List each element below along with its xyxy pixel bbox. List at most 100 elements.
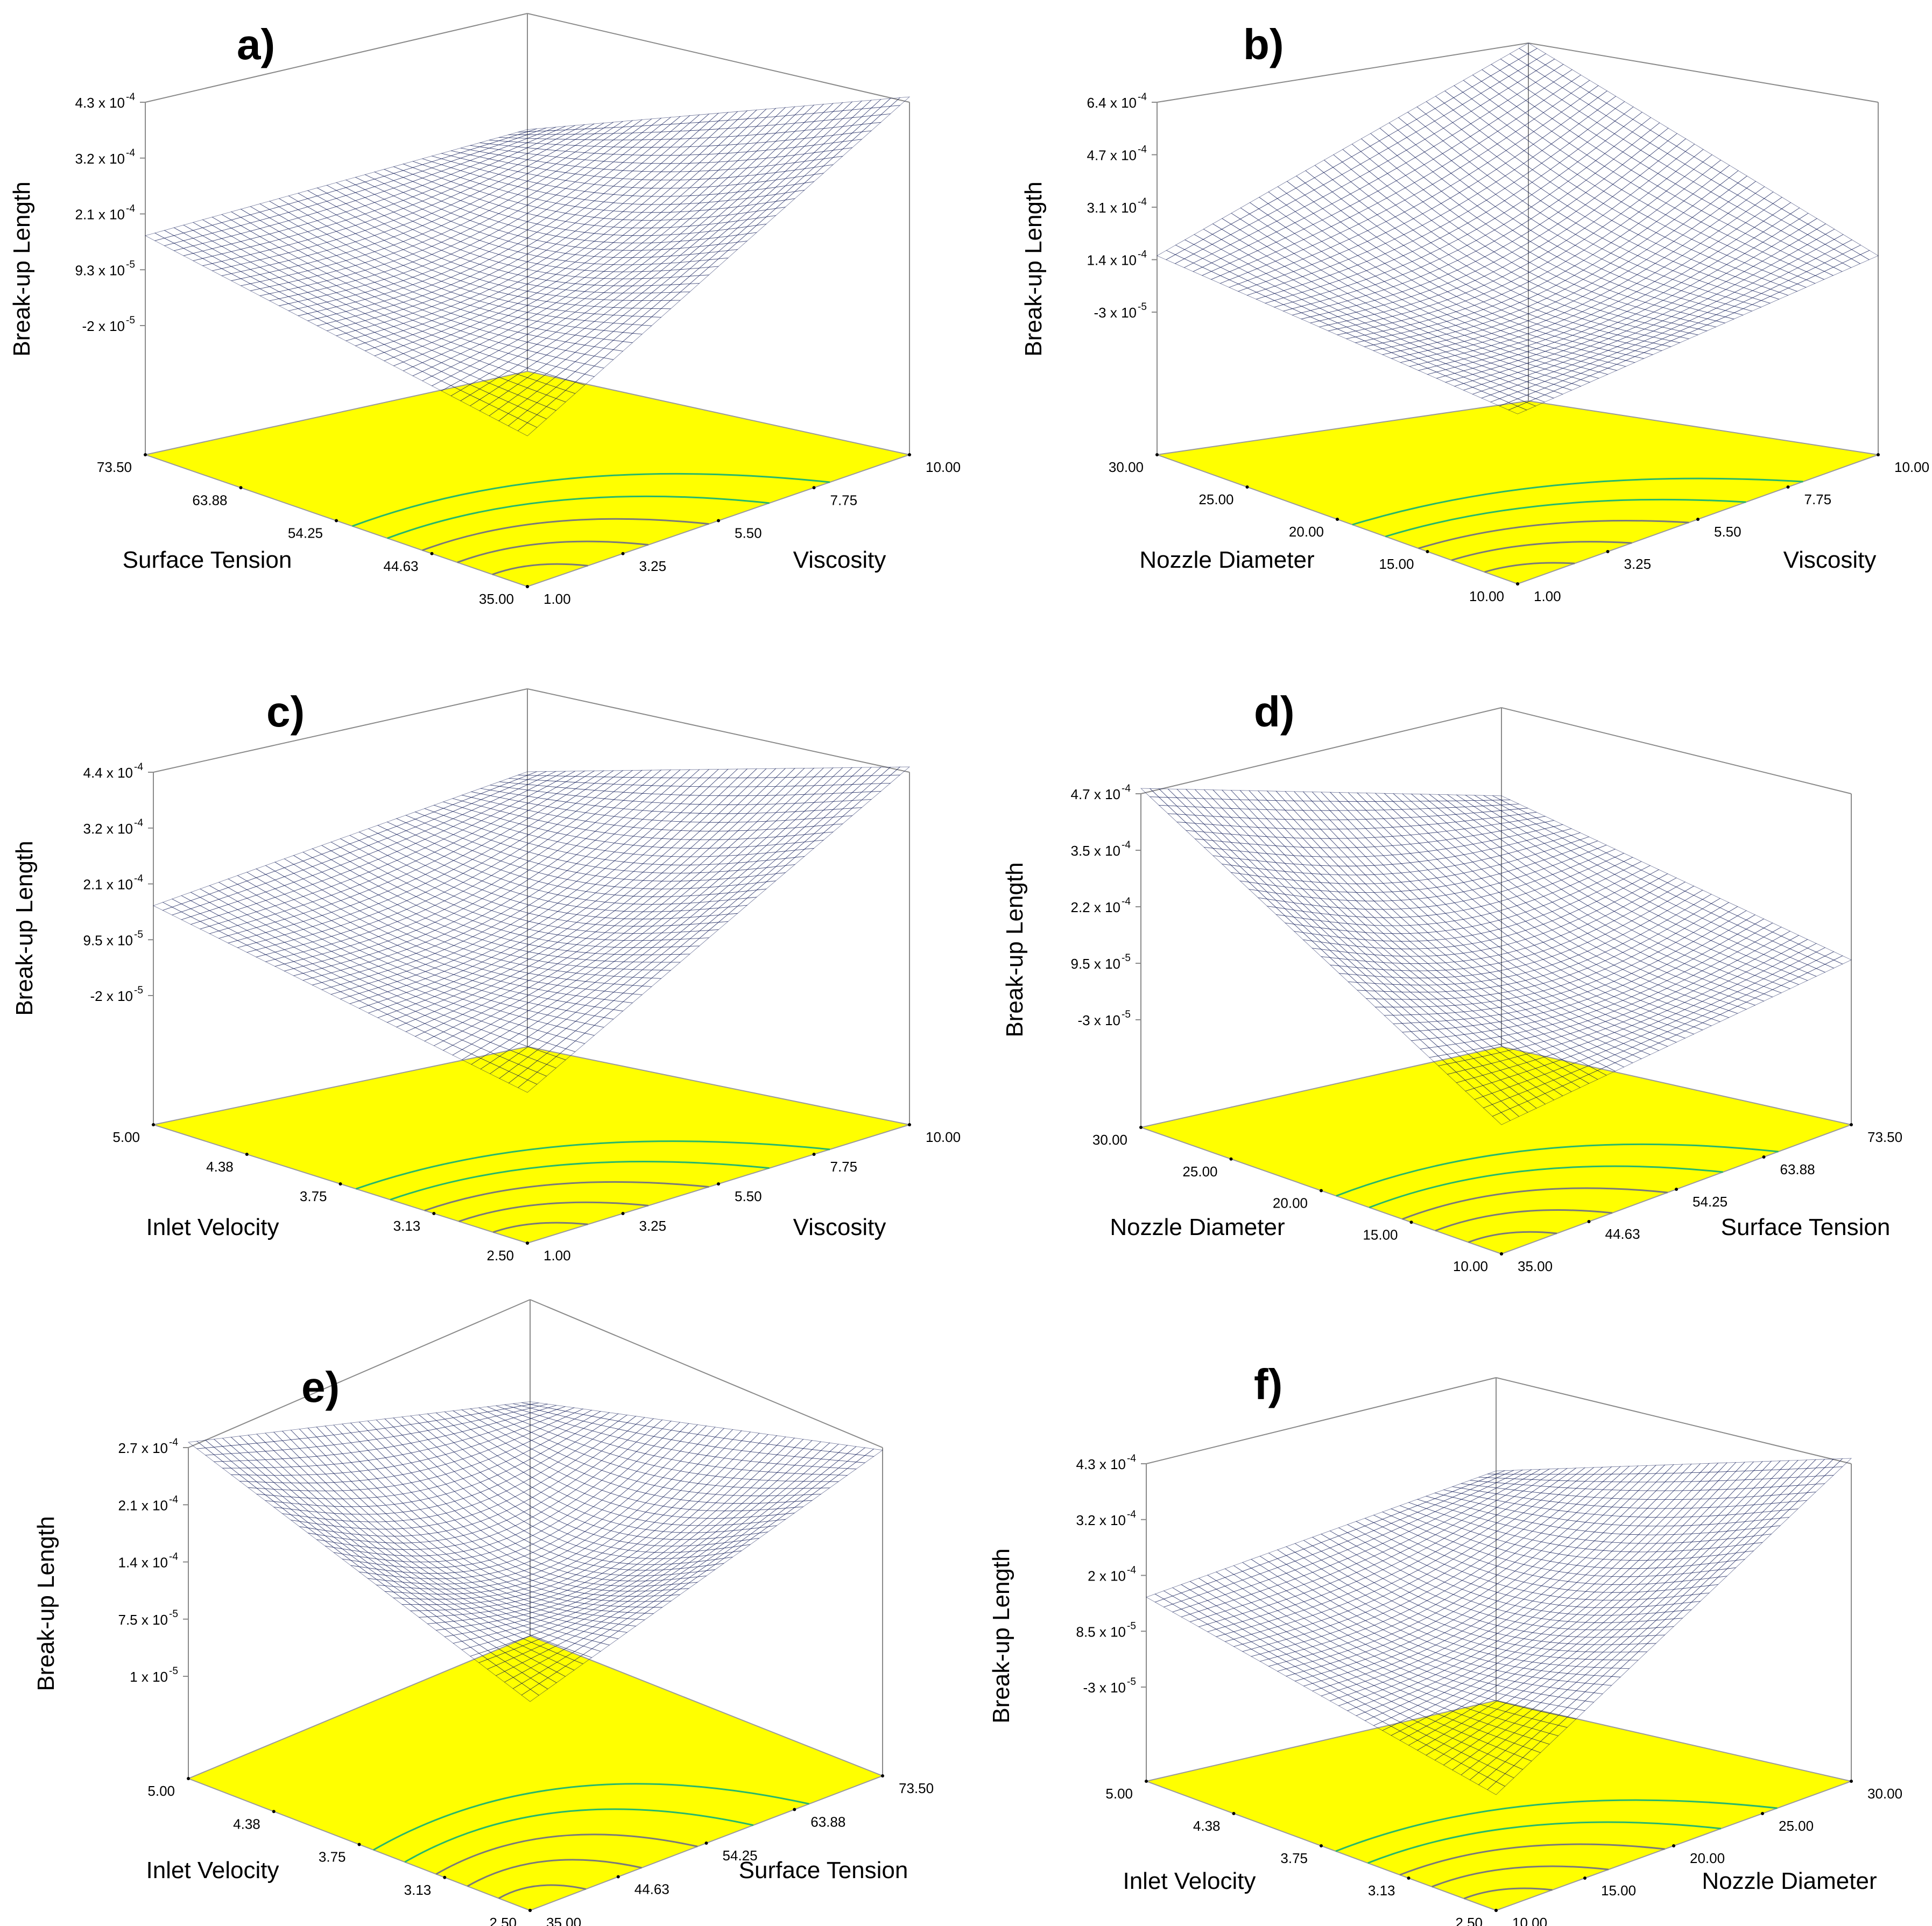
surface-cell bbox=[594, 314, 614, 323]
surface-cell bbox=[766, 812, 786, 822]
surface-cell bbox=[1457, 245, 1477, 256]
surface-cell bbox=[794, 794, 815, 804]
surface-cell bbox=[614, 918, 634, 927]
surface-cell bbox=[1851, 244, 1870, 255]
surface-cell bbox=[403, 284, 423, 292]
surface-cell bbox=[1556, 271, 1575, 281]
surface-cell bbox=[671, 902, 692, 912]
surface-cell bbox=[265, 879, 285, 889]
surface-cell bbox=[383, 319, 404, 327]
surface-cell bbox=[434, 992, 454, 1000]
surface-cell bbox=[813, 767, 834, 778]
surface-cell bbox=[1553, 368, 1573, 375]
surface-cell bbox=[491, 921, 511, 930]
surface-cell bbox=[1492, 276, 1512, 286]
surface-cell bbox=[604, 869, 625, 879]
surface-cell bbox=[1387, 168, 1406, 181]
surface-cell bbox=[1607, 352, 1627, 359]
surface-cell bbox=[642, 888, 663, 897]
surface-cell bbox=[1623, 131, 1642, 145]
surface-cell bbox=[312, 890, 332, 899]
surface-cell bbox=[443, 1027, 463, 1036]
surface-cell bbox=[479, 289, 499, 297]
surface-cell bbox=[604, 799, 624, 808]
surface-cell bbox=[1717, 273, 1736, 282]
surface-cell bbox=[1488, 131, 1507, 144]
surface-cell bbox=[565, 297, 586, 306]
surface-cell bbox=[1434, 103, 1454, 116]
surface-cell bbox=[651, 918, 672, 927]
surface-cell bbox=[321, 886, 342, 896]
surface-cell bbox=[1415, 151, 1434, 165]
surface-cell bbox=[537, 771, 556, 776]
surface-cell bbox=[1338, 268, 1358, 278]
surface-cell bbox=[1590, 317, 1610, 324]
z-tick-exponent: -4 bbox=[134, 761, 143, 773]
surface-cell bbox=[452, 1040, 473, 1050]
surface-cell bbox=[284, 932, 304, 940]
floor-contour-line bbox=[459, 1201, 648, 1223]
surface-cell bbox=[293, 951, 314, 960]
surface-cell bbox=[623, 827, 644, 837]
surface-cell bbox=[441, 174, 461, 182]
surface-cell bbox=[612, 264, 633, 272]
surface-cell bbox=[321, 936, 342, 944]
surface-cell bbox=[1230, 790, 1250, 800]
surface-cell bbox=[642, 864, 663, 873]
surface-cell bbox=[1512, 236, 1531, 248]
surface-cell bbox=[708, 128, 729, 138]
surface-cell bbox=[434, 926, 455, 935]
surface-cell bbox=[708, 804, 729, 814]
surface-cell bbox=[565, 158, 586, 167]
surface-cell bbox=[1413, 201, 1433, 214]
surface-cell bbox=[393, 294, 414, 303]
surface-cell bbox=[1665, 195, 1684, 208]
surface-cell bbox=[1275, 248, 1295, 258]
surface-cell bbox=[462, 994, 483, 1003]
surface-cell bbox=[1526, 354, 1546, 361]
box-edge-top-right bbox=[1501, 707, 1852, 794]
surface-cell bbox=[641, 249, 662, 258]
surface-cell bbox=[1481, 363, 1501, 370]
surface-cell bbox=[1275, 791, 1295, 801]
surface-cell bbox=[1323, 179, 1342, 193]
surface-cell bbox=[1608, 308, 1628, 316]
surface-cell bbox=[460, 154, 481, 161]
surface-cell bbox=[651, 270, 672, 279]
surface-cell bbox=[1459, 187, 1478, 200]
surface-cell bbox=[574, 232, 595, 241]
surface-cell bbox=[1607, 358, 1627, 365]
surface-cell bbox=[547, 824, 568, 834]
surface-cell bbox=[1571, 343, 1591, 350]
surface-cell bbox=[1330, 253, 1349, 264]
surface-cell bbox=[443, 904, 464, 914]
surface-cell bbox=[1535, 357, 1555, 364]
surface-cell bbox=[1239, 245, 1258, 256]
surface-cell bbox=[1702, 179, 1721, 193]
surface-cell bbox=[377, 829, 398, 838]
surface-cell bbox=[1524, 118, 1543, 132]
surface-cell bbox=[479, 179, 499, 187]
surface-cell bbox=[861, 775, 882, 785]
surface-cell bbox=[1708, 260, 1727, 271]
surface-cell bbox=[1402, 271, 1421, 280]
surface-cell bbox=[218, 928, 238, 936]
surface-cell bbox=[421, 254, 442, 263]
surface-cell bbox=[1636, 286, 1655, 295]
surface-cell bbox=[1337, 293, 1357, 301]
surface-cell bbox=[537, 1014, 558, 1024]
surface-cell bbox=[508, 131, 528, 135]
surface-cell bbox=[1472, 329, 1492, 337]
surface-cell bbox=[641, 940, 662, 948]
surface-cell bbox=[604, 824, 624, 835]
surface-cell bbox=[660, 219, 681, 228]
surface-cell bbox=[565, 283, 586, 291]
surface-cell bbox=[450, 337, 471, 346]
surface-cell bbox=[425, 843, 445, 852]
surface-cell bbox=[680, 803, 701, 814]
surface-cell bbox=[1568, 161, 1587, 175]
surface-cell bbox=[1816, 223, 1835, 235]
surface-cell bbox=[1639, 180, 1658, 194]
surface-cell bbox=[1472, 384, 1492, 392]
surface-cell bbox=[415, 949, 436, 958]
